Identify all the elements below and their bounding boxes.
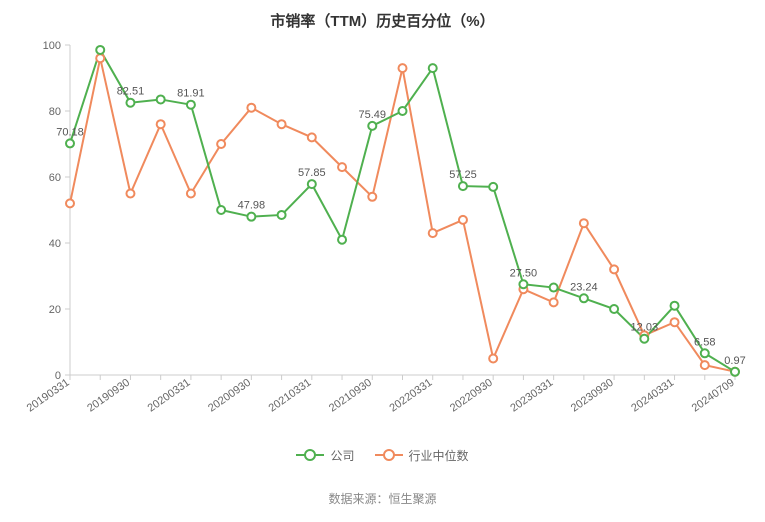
data-point: [338, 163, 346, 171]
x-tick-label: 20190930: [85, 377, 132, 415]
data-point: [126, 190, 134, 198]
data-source: 数据来源：恒生聚源: [0, 490, 765, 507]
legend-swatch: [296, 454, 324, 456]
data-point: [459, 182, 467, 190]
data-point: [187, 190, 195, 198]
chart-plot: 0204060801002019033120190930202003312020…: [0, 0, 765, 517]
data-point: [671, 302, 679, 310]
data-point: [731, 368, 739, 376]
x-tick-label: 20190331: [25, 377, 72, 415]
x-tick-label: 20240331: [629, 377, 676, 415]
data-point: [217, 206, 225, 214]
data-point: [96, 54, 104, 62]
y-tick-label: 60: [49, 172, 61, 184]
x-tick-label: 20230930: [569, 377, 616, 415]
y-tick-label: 100: [43, 40, 61, 52]
y-tick-label: 40: [49, 238, 61, 250]
data-point: [308, 133, 316, 141]
data-point: [489, 355, 497, 363]
data-point: [610, 265, 618, 273]
legend-swatch: [375, 454, 403, 456]
legend-label: 行业中位数: [409, 447, 469, 464]
data-point: [66, 199, 74, 207]
data-point: [459, 216, 467, 224]
data-point: [217, 140, 225, 148]
y-tick-label: 20: [49, 304, 61, 316]
legend: 公司 行业中位数: [0, 445, 765, 464]
chart-title: 市销率（TTM）历史百分位（%）: [0, 10, 765, 31]
data-point: [247, 213, 255, 221]
legend-item[interactable]: 行业中位数: [375, 447, 469, 464]
x-tick-label: 20200930: [206, 377, 253, 415]
legend-item[interactable]: 公司: [296, 447, 354, 464]
data-point: [489, 183, 497, 191]
data-point: [96, 46, 104, 54]
data-point: [701, 361, 709, 369]
data-point: [640, 335, 648, 343]
data-point: [126, 99, 134, 107]
data-point: [66, 139, 74, 147]
data-point: [368, 193, 376, 201]
data-point: [157, 120, 165, 128]
value-label: 12.03: [631, 322, 659, 334]
data-point: [580, 294, 588, 302]
data-point: [580, 219, 588, 227]
x-tick-label: 20200331: [146, 377, 193, 415]
value-label: 47.98: [238, 200, 266, 212]
data-point: [278, 120, 286, 128]
data-point: [671, 318, 679, 326]
x-tick-label: 20220331: [387, 377, 434, 415]
value-label: 82.51: [117, 86, 145, 98]
data-point: [187, 101, 195, 109]
data-point: [338, 236, 346, 244]
data-point: [429, 64, 437, 72]
value-label: 27.50: [510, 267, 538, 279]
data-point: [278, 211, 286, 219]
data-point: [399, 64, 407, 72]
data-point: [610, 305, 618, 313]
data-point: [247, 104, 255, 112]
data-point: [157, 95, 165, 103]
value-label: 70.18: [56, 126, 84, 138]
data-point: [308, 180, 316, 188]
value-label: 57.85: [298, 167, 326, 179]
data-point: [399, 107, 407, 115]
data-point: [550, 284, 558, 292]
value-label: 75.49: [359, 109, 387, 121]
value-label: 57.25: [449, 169, 477, 181]
data-point: [519, 280, 527, 288]
value-label: 23.24: [570, 281, 598, 293]
data-point: [429, 229, 437, 237]
x-tick-label: 20220930: [448, 377, 495, 415]
x-tick-label: 20230331: [508, 377, 555, 415]
value-label: 6.58: [694, 336, 715, 348]
x-tick-label: 20210331: [267, 377, 314, 415]
x-tick-label: 20210930: [327, 377, 374, 415]
data-point: [701, 349, 709, 357]
data-point: [368, 122, 376, 130]
value-label: 0.97: [724, 355, 745, 367]
data-point: [550, 298, 558, 306]
x-tick-label: 20240709: [690, 377, 737, 415]
legend-label: 公司: [330, 447, 354, 464]
y-tick-label: 80: [49, 106, 61, 118]
chart-container: 市销率（TTM）历史百分位（%） 02040608010020190331201…: [0, 0, 765, 517]
value-label: 81.91: [177, 88, 205, 100]
